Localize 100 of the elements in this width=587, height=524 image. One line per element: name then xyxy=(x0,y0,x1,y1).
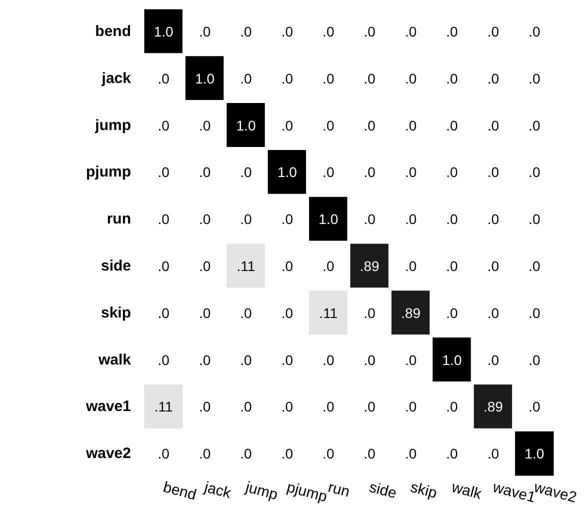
data-label: .0 xyxy=(404,211,417,228)
data-label: .0 xyxy=(198,446,211,462)
data-label: .0 xyxy=(240,304,252,321)
data-label: .0 xyxy=(404,446,417,462)
data-label: .0 xyxy=(281,211,294,228)
y-tick-label: jump xyxy=(94,116,131,134)
data-label: .0 xyxy=(158,211,170,228)
data-label: .0 xyxy=(322,398,334,415)
y-tick-label: run xyxy=(106,210,131,228)
data-label: .0 xyxy=(281,70,294,86)
data-label: .0 xyxy=(240,164,252,180)
data-label: .0 xyxy=(446,258,458,274)
data-label: .0 xyxy=(240,446,252,462)
data-label: .0 xyxy=(240,352,252,368)
x-tick-label: jump xyxy=(242,478,280,504)
data-label: .0 xyxy=(198,258,211,274)
data-label: .0 xyxy=(158,304,170,321)
data-label: .0 xyxy=(487,117,500,134)
data-label: .89 xyxy=(483,398,504,415)
data-label: .89 xyxy=(401,304,421,321)
data-label: .0 xyxy=(528,398,540,415)
data-label: 1.0 xyxy=(154,23,174,40)
x-tick-label: skip xyxy=(408,478,439,502)
data-label: .0 xyxy=(198,117,211,134)
data-label: .0 xyxy=(281,304,294,321)
data-label: .0 xyxy=(364,398,376,415)
data-label: .89 xyxy=(360,258,380,274)
data-label: .0 xyxy=(198,352,211,368)
data-label: .0 xyxy=(281,352,294,368)
data-label: .0 xyxy=(487,164,500,180)
data-label: .0 xyxy=(322,164,334,180)
data-label: .0 xyxy=(281,446,294,462)
data-label: .0 xyxy=(528,164,540,180)
data-label: .0 xyxy=(198,398,211,415)
data-label: .0 xyxy=(446,70,458,86)
data-label: .0 xyxy=(364,446,376,462)
data-label: .0 xyxy=(487,304,500,321)
data-label: .0 xyxy=(404,352,417,368)
data-label: .0 xyxy=(281,117,294,134)
x-tick-label: run xyxy=(326,478,352,501)
data-label: .0 xyxy=(322,258,334,274)
y-tick-label: pjump xyxy=(86,164,131,181)
data-label: .0 xyxy=(446,398,458,415)
data-label: .0 xyxy=(364,352,376,368)
data-label: .0 xyxy=(240,211,252,228)
data-label: .0 xyxy=(281,258,294,274)
data-label: .0 xyxy=(198,164,211,180)
data-label: .0 xyxy=(404,70,417,86)
data-label: .11 xyxy=(154,398,174,415)
data-label: .0 xyxy=(364,70,376,86)
data-label: .0 xyxy=(446,164,458,180)
y-tick-label: skip xyxy=(100,304,131,322)
data-label: .0 xyxy=(281,398,294,415)
data-label: .11 xyxy=(319,304,338,321)
data-label: .11 xyxy=(236,258,256,274)
data-label: .0 xyxy=(158,446,170,462)
data-label: .0 xyxy=(322,23,334,40)
data-label: .0 xyxy=(404,258,417,274)
data-label: .0 xyxy=(528,211,540,228)
data-label: .0 xyxy=(158,258,170,274)
data-label: .0 xyxy=(364,211,376,228)
x-tick-label: walk xyxy=(448,478,484,504)
data-label: .0 xyxy=(446,304,458,321)
y-tick-label: walk xyxy=(97,351,132,368)
data-label: .0 xyxy=(528,304,540,321)
data-label: .0 xyxy=(198,23,211,40)
data-label: .0 xyxy=(528,117,540,134)
data-label: .0 xyxy=(158,70,170,86)
data-label: .0 xyxy=(322,70,334,86)
data-label: .0 xyxy=(528,258,540,274)
data-label: .0 xyxy=(404,164,417,180)
data-label: .0 xyxy=(487,70,500,86)
data-label: .0 xyxy=(158,117,170,134)
data-label: .0 xyxy=(487,23,500,40)
data-label: .0 xyxy=(404,398,417,415)
data-label: .0 xyxy=(364,117,376,134)
data-label: 1.0 xyxy=(277,164,298,180)
data-label: .0 xyxy=(364,304,376,321)
data-label: .0 xyxy=(487,258,500,274)
data-label: .0 xyxy=(364,164,376,180)
data-label: 1.0 xyxy=(195,70,215,86)
data-label: 1.0 xyxy=(442,352,462,368)
y-tick-label: side xyxy=(100,257,131,274)
y-tick-label: wave2 xyxy=(84,445,131,462)
data-label: .0 xyxy=(404,117,417,134)
data-label: .0 xyxy=(158,164,170,180)
x-tick-label: pjump xyxy=(285,478,329,506)
x-tick-label: jack xyxy=(202,478,234,502)
data-label: .0 xyxy=(322,446,334,462)
x-tick-label: side xyxy=(367,478,398,502)
data-label: .0 xyxy=(446,446,458,462)
data-label: 1.0 xyxy=(318,211,338,228)
data-label: .0 xyxy=(240,23,252,40)
data-label: .0 xyxy=(240,398,252,415)
data-label: .0 xyxy=(487,211,500,228)
data-label: 1.0 xyxy=(524,446,544,462)
y-tick-label: wave1 xyxy=(84,398,131,416)
data-label: .0 xyxy=(487,352,500,368)
data-label: .0 xyxy=(240,70,252,86)
data-label: .0 xyxy=(158,352,170,368)
